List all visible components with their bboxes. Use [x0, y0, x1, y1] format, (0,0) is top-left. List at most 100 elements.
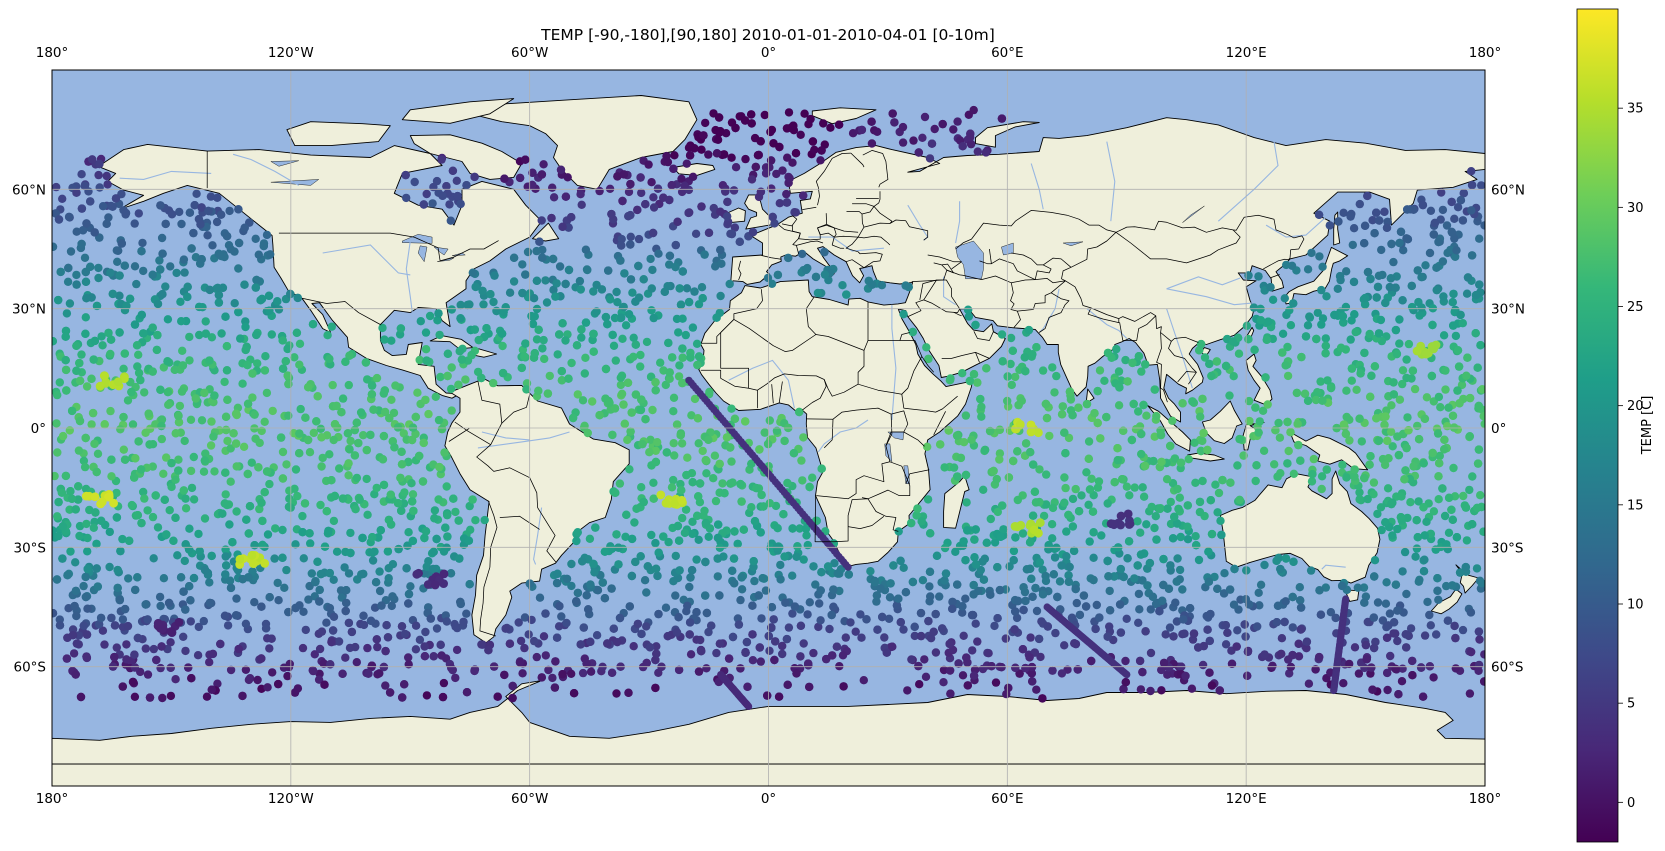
observation-point — [260, 366, 270, 375]
observation-point — [1232, 642, 1241, 651]
observation-point — [304, 595, 313, 604]
observation-point — [265, 644, 274, 653]
observation-point — [1087, 656, 1096, 666]
observation-point — [251, 234, 260, 243]
observation-point — [730, 223, 740, 232]
observation-point — [118, 534, 127, 544]
observation-point — [788, 158, 797, 167]
observation-point — [63, 571, 72, 580]
observation-point — [181, 605, 190, 614]
observation-point — [163, 315, 173, 324]
observation-point — [199, 467, 209, 476]
observation-point — [248, 393, 257, 402]
observation-point — [1473, 459, 1483, 468]
observation-point — [829, 602, 838, 611]
observation-point — [166, 663, 175, 672]
observation-point — [672, 628, 682, 637]
observation-point — [1095, 366, 1105, 375]
observation-point — [1158, 596, 1167, 605]
observation-point — [1406, 624, 1416, 633]
observation-point — [1134, 589, 1144, 599]
observation-point — [291, 465, 301, 474]
observation-point — [464, 536, 474, 545]
observation-point — [271, 524, 280, 533]
observation-point — [1321, 334, 1331, 343]
observation-point — [343, 429, 353, 438]
observation-point — [332, 547, 342, 556]
observation-point — [130, 650, 139, 659]
observation-point — [394, 544, 403, 554]
observation-point — [530, 312, 539, 321]
observation-point — [838, 281, 847, 290]
observation-point — [408, 490, 418, 499]
observation-point — [325, 450, 334, 459]
observation-point — [1355, 199, 1365, 209]
observation-point — [1480, 650, 1485, 659]
observation-point — [627, 534, 637, 544]
observation-point — [612, 287, 621, 297]
observation-point — [358, 533, 367, 543]
observation-point — [1198, 436, 1207, 446]
observation-point — [1112, 344, 1121, 354]
observation-point — [260, 417, 269, 426]
observation-point — [128, 420, 138, 429]
observation-point — [421, 345, 431, 354]
observation-point — [740, 116, 750, 125]
land-japan — [1284, 246, 1349, 305]
observation-point — [153, 523, 163, 532]
observation-point — [1380, 420, 1389, 429]
observation-point — [225, 520, 234, 529]
observation-point — [1155, 504, 1165, 514]
observation-point — [413, 388, 422, 397]
observation-point — [1450, 214, 1459, 223]
observation-point — [636, 173, 645, 182]
observation-point — [774, 692, 784, 701]
observation-point — [86, 262, 95, 271]
observation-point — [669, 164, 678, 173]
observation-point — [665, 374, 674, 383]
observation-point — [813, 288, 823, 298]
observation-point — [1475, 280, 1484, 289]
river — [1166, 288, 1253, 306]
observation-point — [894, 527, 903, 536]
observation-point — [1118, 572, 1128, 581]
observation-point — [83, 533, 92, 543]
observation-point — [1188, 397, 1197, 406]
observation-point — [1462, 289, 1472, 298]
land-svalbard — [811, 107, 877, 125]
observation-point — [1306, 566, 1316, 575]
observation-point — [415, 451, 424, 461]
observation-point — [367, 390, 377, 399]
observation-point — [1072, 598, 1082, 608]
observation-point — [140, 494, 149, 503]
observation-point — [1387, 239, 1396, 249]
observation-point — [1006, 333, 1016, 343]
observation-point — [113, 257, 122, 266]
observation-point — [1011, 372, 1020, 382]
observation-point — [1374, 329, 1384, 338]
observation-point — [373, 642, 382, 652]
observation-point — [1375, 216, 1384, 225]
observation-point — [1026, 633, 1035, 642]
observation-point — [1296, 456, 1305, 465]
observation-point — [240, 280, 249, 289]
observation-point — [1334, 217, 1343, 226]
observation-point — [295, 339, 305, 348]
observation-point — [580, 421, 589, 430]
observation-point — [1074, 507, 1084, 516]
observation-point — [925, 582, 934, 591]
observation-point — [1426, 206, 1436, 215]
observation-point — [1386, 274, 1396, 283]
observation-point — [980, 554, 989, 563]
observation-point — [95, 159, 104, 169]
observation-point — [820, 270, 830, 279]
observation-point — [1275, 433, 1285, 442]
observation-point — [361, 358, 371, 367]
observation-point — [66, 547, 75, 556]
observation-point — [628, 288, 637, 297]
observation-point — [699, 131, 708, 140]
observation-point — [780, 436, 789, 446]
observation-point — [1042, 470, 1051, 479]
observation-point — [411, 621, 421, 630]
observation-point — [1038, 366, 1048, 375]
